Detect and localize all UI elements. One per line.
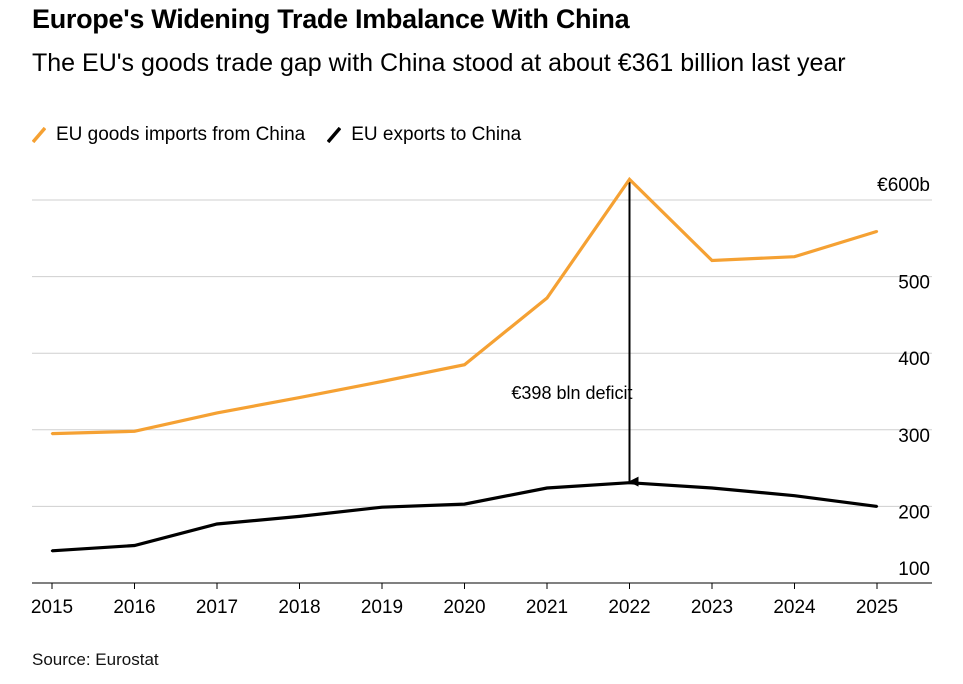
data-point-exports-2021 xyxy=(545,486,549,490)
data-point-imports-2025 xyxy=(875,230,879,233)
x-tick-label-2020: 2020 xyxy=(443,597,485,618)
y-tick-label-100: 100 xyxy=(898,559,930,580)
deficit-label: €398 bln deficit xyxy=(511,383,632,403)
legend-swatch-exports xyxy=(327,127,342,143)
source-note: Source: Eurostat xyxy=(32,650,159,669)
data-point-exports-2017 xyxy=(215,522,219,526)
data-point-exports-2015 xyxy=(50,549,54,553)
x-tick-label-2023: 2023 xyxy=(691,597,733,618)
x-axis: 2015 2016 2017 2018 2019 2020 2021 2022 2023 2024… xyxy=(31,582,932,618)
chart-subtitle: The EU's goods trade gap with China stoo… xyxy=(32,49,846,77)
data-point-imports-2019 xyxy=(380,380,384,383)
x-tick-label-2024: 2024 xyxy=(773,597,816,618)
x-tick-label-2025: 2025 xyxy=(856,597,898,618)
data-point-imports-2023 xyxy=(710,259,714,262)
deficit-annotation: €398 bln deficit xyxy=(511,179,639,487)
x-tick-label-2015: 2015 xyxy=(31,597,73,618)
data-point-exports-2018 xyxy=(298,515,301,518)
y-tick-label-300: 300 xyxy=(898,426,930,447)
data-point-imports-2024 xyxy=(793,255,796,258)
legend-label-imports: EU goods imports from China xyxy=(56,124,306,145)
grid-layer: 100 200 300 400 500 €600b xyxy=(32,175,932,580)
legend-item-imports: EU goods imports from China xyxy=(32,124,305,146)
x-tick-label-2019: 2019 xyxy=(361,597,403,618)
data-point-imports-2016 xyxy=(133,430,136,433)
x-tick-label-2016: 2016 xyxy=(113,597,155,618)
data-point-imports-2020 xyxy=(463,363,466,366)
data-point-imports-2021 xyxy=(545,296,549,300)
legend-swatch-imports xyxy=(32,127,46,143)
chart-title: Europe's Widening Trade Imbalance With C… xyxy=(32,4,630,34)
data-point-exports-2019 xyxy=(380,505,384,509)
data-point-exports-2016 xyxy=(133,544,136,547)
data-point-imports-2018 xyxy=(298,396,301,399)
x-tick-label-2017: 2017 xyxy=(196,597,238,618)
legend-label-exports: EU exports to China xyxy=(351,124,522,145)
data-point-exports-2022 xyxy=(628,481,631,484)
x-tick-label-2018: 2018 xyxy=(278,597,320,618)
legend-item-exports: EU exports to China xyxy=(327,124,521,146)
data-point-exports-2023 xyxy=(710,486,714,490)
y-tick-label-500: 500 xyxy=(898,273,930,294)
data-point-imports-2017 xyxy=(215,411,219,415)
data-point-exports-2020 xyxy=(463,502,466,506)
series-line-imports xyxy=(51,176,878,436)
y-tick-label-600: €600b xyxy=(877,175,930,196)
data-point-imports-2015 xyxy=(50,432,54,435)
series-layer xyxy=(50,176,879,553)
legend: EU goods imports from China EU exports t… xyxy=(32,124,543,146)
data-point-exports-2025 xyxy=(875,505,879,508)
data-point-exports-2024 xyxy=(793,494,796,497)
data-point-imports-2022 xyxy=(628,178,631,181)
y-tick-label-400: 400 xyxy=(898,349,930,370)
series-line-exports xyxy=(51,481,878,553)
x-tick-label-2022: 2022 xyxy=(608,597,650,618)
y-tick-label-200: 200 xyxy=(898,502,930,523)
x-tick-label-2021: 2021 xyxy=(526,597,568,618)
